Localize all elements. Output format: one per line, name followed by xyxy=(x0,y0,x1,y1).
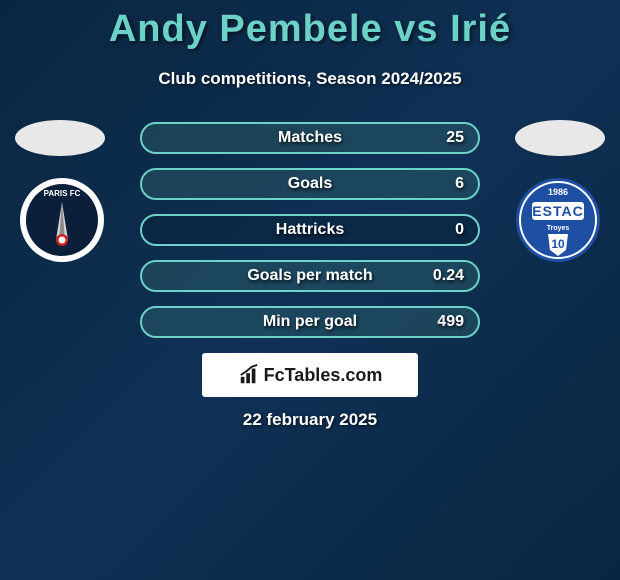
svg-text:PARIS FC: PARIS FC xyxy=(44,189,81,198)
stat-value: 0.24 xyxy=(433,267,464,285)
club-left-badge: PARIS FC xyxy=(20,178,104,262)
svg-text:10: 10 xyxy=(551,237,565,251)
player-right-avatar-placeholder xyxy=(515,120,605,156)
stat-row-goals-per-match: Goals per match 0.24 xyxy=(140,260,480,292)
paris-fc-crest-icon: PARIS FC xyxy=(20,178,104,262)
stat-label: Min per goal xyxy=(263,313,357,331)
estac-troyes-crest-icon: 1986 ESTAC Troyes 10 xyxy=(516,178,600,262)
svg-text:Troyes: Troyes xyxy=(547,225,570,232)
stat-value: 25 xyxy=(446,129,464,147)
brand-text: FcTables.com xyxy=(264,365,383,386)
comparison-card: Andy Pembele vs Irié Club competitions, … xyxy=(0,0,620,580)
stat-value: 499 xyxy=(437,313,464,331)
svg-text:1986: 1986 xyxy=(548,187,568,197)
brand-badge[interactable]: FcTables.com xyxy=(202,353,418,397)
stat-label: Matches xyxy=(278,129,342,147)
svg-text:ESTAC: ESTAC xyxy=(532,203,583,219)
player-left-avatar-placeholder xyxy=(15,120,105,156)
page-subtitle: Club competitions, Season 2024/2025 xyxy=(0,69,620,89)
bar-chart-icon xyxy=(238,364,260,386)
page-title: Andy Pembele vs Irié xyxy=(0,0,620,51)
stat-row-min-per-goal: Min per goal 499 xyxy=(140,306,480,338)
club-right-badge: 1986 ESTAC Troyes 10 xyxy=(516,178,600,262)
stat-label: Goals per match xyxy=(247,267,372,285)
club-badges-row: PARIS FC 1986 ESTAC Troyes 10 xyxy=(0,178,620,262)
footer-date: 22 february 2025 xyxy=(0,410,620,430)
stat-row-matches: Matches 25 xyxy=(140,122,480,154)
